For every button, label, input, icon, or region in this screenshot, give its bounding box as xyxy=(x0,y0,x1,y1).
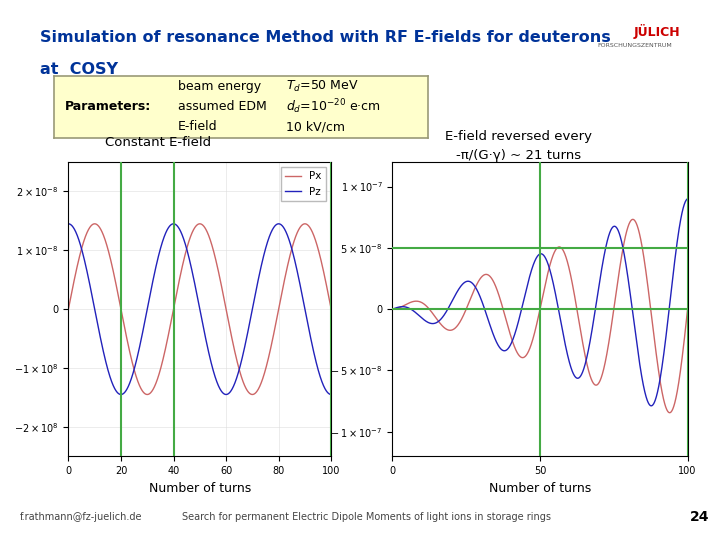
Px xyxy=(320,269,328,275)
Px xyxy=(185,237,194,243)
X-axis label: Number of turns: Number of turns xyxy=(489,482,591,495)
Line: Px: Px xyxy=(68,224,331,395)
Text: FORSCHUNGSZENTRUM: FORSCHUNGSZENTRUM xyxy=(598,43,672,48)
Text: $T_d$=50 MeV: $T_d$=50 MeV xyxy=(286,79,359,94)
Legend: Px, Pz: Px, Pz xyxy=(282,167,326,201)
Pz xyxy=(319,382,328,389)
Px xyxy=(78,245,86,251)
Px xyxy=(271,321,280,328)
Px xyxy=(91,220,99,227)
Px xyxy=(320,269,328,276)
Text: Search for permanent Electric Dipole Moments of light ions in storage rings: Search for permanent Electric Dipole Mom… xyxy=(182,512,551,522)
Text: at  COSY: at COSY xyxy=(40,62,117,77)
Pz xyxy=(78,247,86,253)
Text: Parameters:: Parameters: xyxy=(66,100,151,113)
Text: assumed EDM: assumed EDM xyxy=(178,100,266,113)
Text: E-field reversed every: E-field reversed every xyxy=(445,130,592,143)
Text: Constant E-field: Constant E-field xyxy=(105,136,212,148)
Pz xyxy=(327,392,336,398)
Px xyxy=(327,306,336,312)
Px xyxy=(192,222,201,229)
Text: $d_d$=10$^{-20}$ e·cm: $d_d$=10$^{-20}$ e·cm xyxy=(286,97,381,116)
Pz xyxy=(64,220,73,227)
Text: JÜLICH: JÜLICH xyxy=(634,24,680,39)
Text: 24: 24 xyxy=(690,510,709,524)
Pz xyxy=(185,255,194,262)
Px xyxy=(143,392,152,398)
Text: beam energy: beam energy xyxy=(178,80,261,93)
Px xyxy=(64,306,73,312)
X-axis label: Number of turns: Number of turns xyxy=(148,482,251,495)
Text: -π/(G·γ) ~ 21 turns: -π/(G·γ) ~ 21 turns xyxy=(456,149,581,162)
Text: f.rathmann@fz-juelich.de: f.rathmann@fz-juelich.de xyxy=(20,512,143,522)
Text: 10 kV/cm: 10 kV/cm xyxy=(286,120,345,133)
Pz xyxy=(271,222,279,229)
Pz xyxy=(319,382,328,389)
Text: Simulation of resonance Method with RF E-fields for deuterons: Simulation of resonance Method with RF E… xyxy=(40,30,611,45)
Pz xyxy=(192,288,200,294)
Line: Pz: Pz xyxy=(68,224,331,395)
Text: E-field: E-field xyxy=(178,120,217,133)
